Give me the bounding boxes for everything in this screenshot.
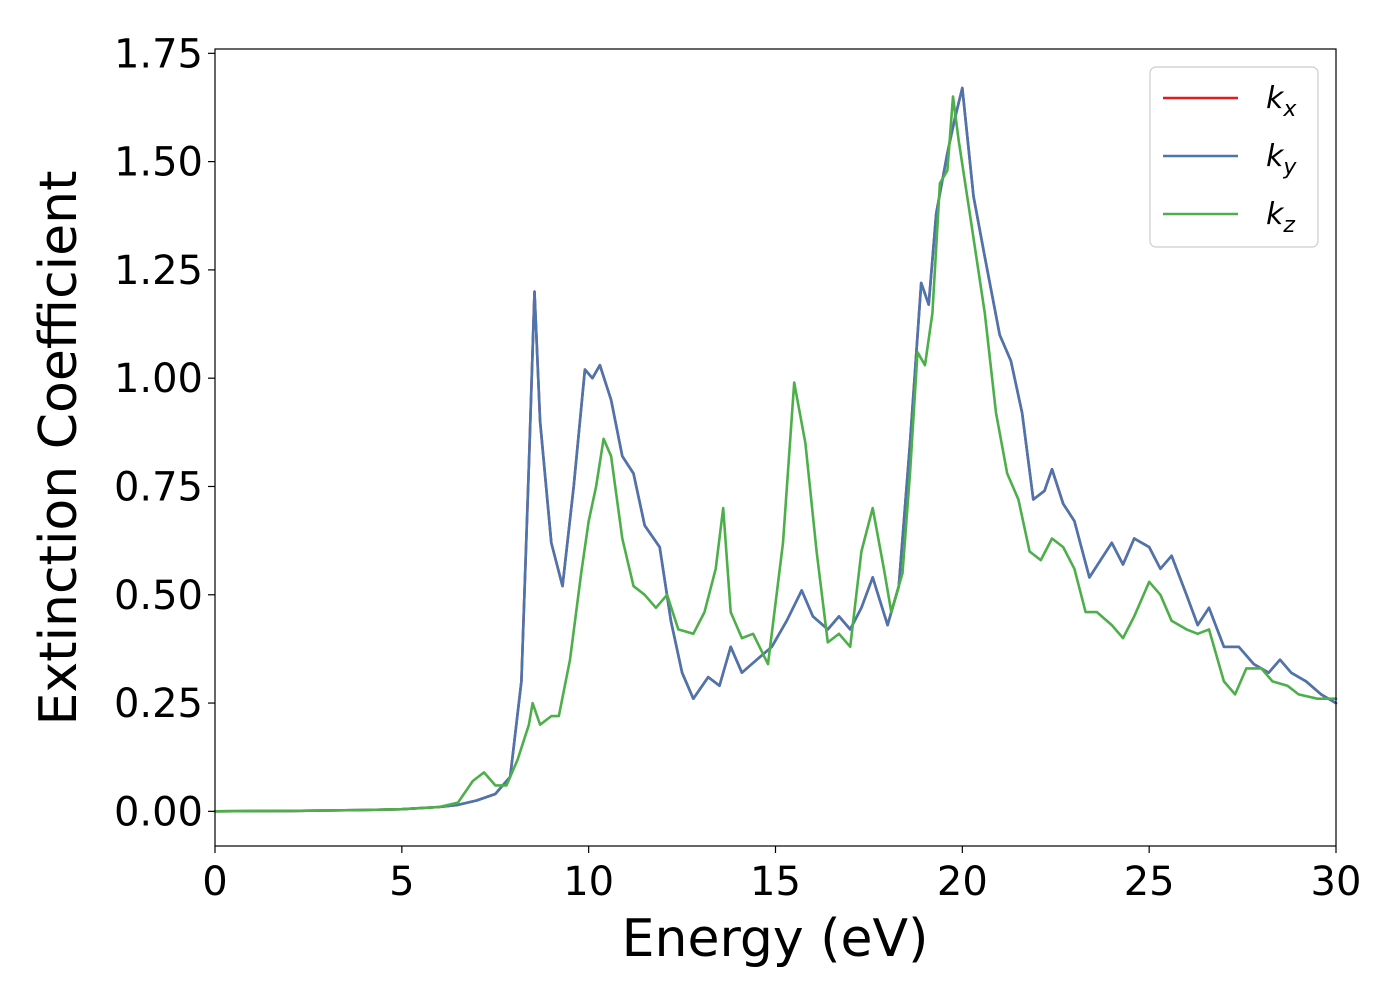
y-tick-label: 1.25 <box>114 248 203 294</box>
y-tick-label: 1.50 <box>114 140 203 186</box>
y-tick-label: 0.00 <box>114 789 203 835</box>
x-axis-ticks: 0 5 10 15 20 25 30 <box>202 846 1361 905</box>
legend-label-base: k <box>1266 139 1285 174</box>
series-line-z <box>213 95 1338 813</box>
y-axis-label: Extinction Coefficient <box>29 171 89 726</box>
x-tick-label: 15 <box>750 859 801 905</box>
y-tick-label: 0.25 <box>114 681 203 727</box>
series-line-y <box>213 86 1338 813</box>
x-tick-label: 25 <box>1124 859 1175 905</box>
y-tick-label: 1.75 <box>114 31 203 77</box>
legend-label-subscript: y <box>1282 155 1297 180</box>
legend-label-subscript: z <box>1282 213 1295 238</box>
y-tick-label: 0.50 <box>114 573 203 619</box>
legend-label-z: kz <box>1266 197 1295 238</box>
legend-label-base: k <box>1266 197 1285 232</box>
x-axis-label: Energy (eV) <box>622 909 929 969</box>
y-tick-label: 0.75 <box>114 464 203 510</box>
y-axis-ticks: 0.00 0.25 0.50 0.75 1.00 1.25 1.50 1.75 <box>114 31 215 835</box>
y-tick-label: 1.00 <box>114 356 203 402</box>
x-tick-label: 0 <box>202 859 227 905</box>
x-tick-label: 10 <box>563 859 614 905</box>
x-tick-label: 30 <box>1311 859 1362 905</box>
legend-label-base: k <box>1266 81 1285 116</box>
legend-label-y: ky <box>1266 139 1297 180</box>
legend-label-x: kx <box>1266 81 1297 122</box>
x-tick-label: 5 <box>389 859 414 905</box>
legend-label-subscript: x <box>1282 97 1297 122</box>
series-layer <box>213 86 1338 813</box>
x-tick-label: 20 <box>937 859 988 905</box>
